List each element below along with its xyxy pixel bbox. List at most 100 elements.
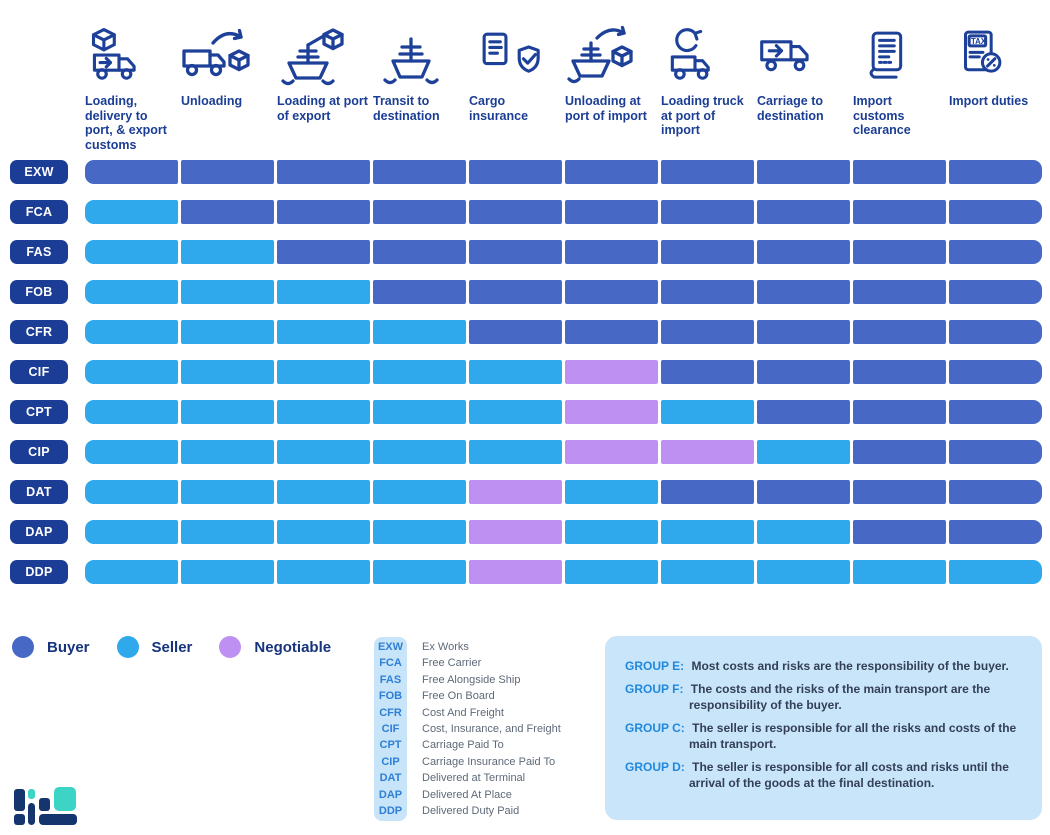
logo-block bbox=[28, 803, 35, 825]
responsibility-cell bbox=[565, 160, 658, 184]
responsibility-cell bbox=[757, 560, 850, 584]
abbreviation-codes-strip: EXW FCA FAS FOB CFR CIF CPT CIP DAT DAP DDP bbox=[374, 637, 407, 822]
responsibility-cell bbox=[949, 560, 1042, 584]
responsibility-cell bbox=[277, 480, 370, 504]
incoterm-code-pill: EXW bbox=[10, 160, 68, 184]
incoterm-row-FCA: FCA bbox=[0, 200, 1050, 224]
legend-item-negotiable: Negotiable bbox=[219, 636, 331, 658]
abbreviation-code: CPT bbox=[379, 739, 402, 752]
column-header: Loading, delivery to port, & export cust… bbox=[85, 15, 178, 153]
responsibility-cell bbox=[373, 160, 466, 184]
responsibility-cell bbox=[469, 280, 562, 304]
responsibility-cell bbox=[949, 200, 1042, 224]
incoterm-row-CFR: CFR bbox=[0, 320, 1050, 344]
abbreviation-code: DAT bbox=[379, 772, 402, 785]
column-label: Unloading at port of import bbox=[565, 94, 647, 123]
group-label: GROUP E: bbox=[625, 659, 685, 673]
responsibility-cell bbox=[757, 440, 850, 464]
brand-logo bbox=[14, 787, 80, 827]
responsibility-bar bbox=[85, 280, 1042, 304]
abbreviation-meaning: Carriage Insurance Paid To bbox=[422, 755, 556, 768]
incoterm-code-pill: DDP bbox=[10, 560, 68, 584]
responsibility-cell bbox=[277, 280, 370, 304]
legend-negotiable-dot bbox=[219, 636, 242, 658]
abbreviation-code: DDP bbox=[378, 804, 403, 817]
responsibility-cell bbox=[565, 360, 658, 384]
responsibility-cell bbox=[181, 200, 274, 224]
responsibility-cell bbox=[853, 440, 946, 464]
incoterm-row-CPT: CPT bbox=[0, 400, 1050, 424]
box-truck-icon bbox=[85, 15, 178, 87]
responsibility-cell bbox=[181, 280, 274, 304]
responsibility-cell bbox=[565, 440, 658, 464]
responsibility-cell bbox=[469, 440, 562, 464]
column-header: Loading truck at port of import bbox=[661, 15, 754, 153]
responsibility-cell bbox=[85, 560, 178, 584]
responsibility-bar bbox=[85, 200, 1042, 224]
responsibility-bar bbox=[85, 560, 1042, 584]
responsibility-cell bbox=[853, 480, 946, 504]
responsibility-cell bbox=[661, 160, 754, 184]
abbreviation-meaning: Free On Board bbox=[422, 690, 495, 703]
ship-unload-box-icon bbox=[565, 15, 658, 87]
responsibility-cell bbox=[373, 320, 466, 344]
legend-buyer-dot bbox=[12, 636, 34, 658]
responsibility-cell bbox=[757, 200, 850, 224]
responsibility-cell bbox=[85, 480, 178, 504]
responsibility-cell bbox=[661, 400, 754, 424]
abbreviation-meaning: Carriage Paid To bbox=[422, 739, 504, 752]
responsibility-cell bbox=[757, 520, 850, 544]
responsibility-bar bbox=[85, 360, 1042, 384]
document-shield-icon bbox=[469, 15, 562, 87]
responsibility-cell bbox=[661, 320, 754, 344]
responsibility-cell bbox=[469, 160, 562, 184]
responsibility-cell bbox=[181, 160, 274, 184]
responsibility-cell bbox=[565, 560, 658, 584]
responsibility-cell bbox=[853, 240, 946, 264]
incoterm-row-FOB: FOB bbox=[0, 280, 1050, 304]
column-label: Unloading bbox=[181, 94, 243, 108]
incoterm-code-pill: FOB bbox=[10, 280, 68, 304]
responsibility-cell bbox=[181, 480, 274, 504]
responsibility-cell bbox=[181, 520, 274, 544]
responsibility-cell bbox=[373, 440, 466, 464]
responsibility-cell bbox=[757, 480, 850, 504]
truck-unload-box-icon bbox=[181, 15, 274, 87]
responsibility-cell bbox=[373, 480, 466, 504]
responsibility-cell bbox=[757, 320, 850, 344]
responsibility-cell bbox=[373, 200, 466, 224]
scroll-document-icon bbox=[853, 15, 946, 87]
legend-item-buyer: Buyer bbox=[12, 636, 90, 658]
responsibility-cell bbox=[565, 480, 658, 504]
legend: Buyer Seller Negotiable bbox=[12, 636, 331, 658]
responsibility-cell bbox=[469, 200, 562, 224]
logo-block bbox=[28, 789, 35, 799]
responsibility-cell bbox=[565, 240, 658, 264]
column-label: Carriage to destination bbox=[757, 94, 824, 123]
responsibility-cell bbox=[469, 520, 562, 544]
responsibility-cell bbox=[949, 480, 1042, 504]
incoterm-code-pill: CIP bbox=[10, 440, 68, 464]
abbreviation-meaning: Cost And Freight bbox=[422, 706, 504, 719]
responsibility-cell bbox=[277, 320, 370, 344]
column-label: Loading, delivery to port, & export cust… bbox=[85, 94, 167, 152]
responsibility-cell bbox=[277, 240, 370, 264]
responsibility-cell bbox=[661, 560, 754, 584]
incoterm-code-pill: CFR bbox=[10, 320, 68, 344]
responsibility-cell bbox=[853, 520, 946, 544]
responsibility-cell bbox=[469, 560, 562, 584]
responsibility-cell bbox=[949, 160, 1042, 184]
responsibility-cell bbox=[277, 400, 370, 424]
logo-block bbox=[39, 798, 50, 811]
responsibility-cell bbox=[373, 400, 466, 424]
abbreviation-meaning: Free Alongside Ship bbox=[422, 673, 521, 686]
abbreviation-meaning: Delivered at Terminal bbox=[422, 772, 526, 785]
responsibility-cell bbox=[949, 240, 1042, 264]
legend-label: Seller bbox=[151, 638, 193, 656]
incoterm-row-CIP: CIP bbox=[0, 440, 1050, 464]
abbreviation-code: CIP bbox=[381, 755, 400, 768]
column-header: Cargo insurance bbox=[469, 15, 562, 153]
responsibility-cell bbox=[85, 280, 178, 304]
responsibility-cell bbox=[373, 360, 466, 384]
